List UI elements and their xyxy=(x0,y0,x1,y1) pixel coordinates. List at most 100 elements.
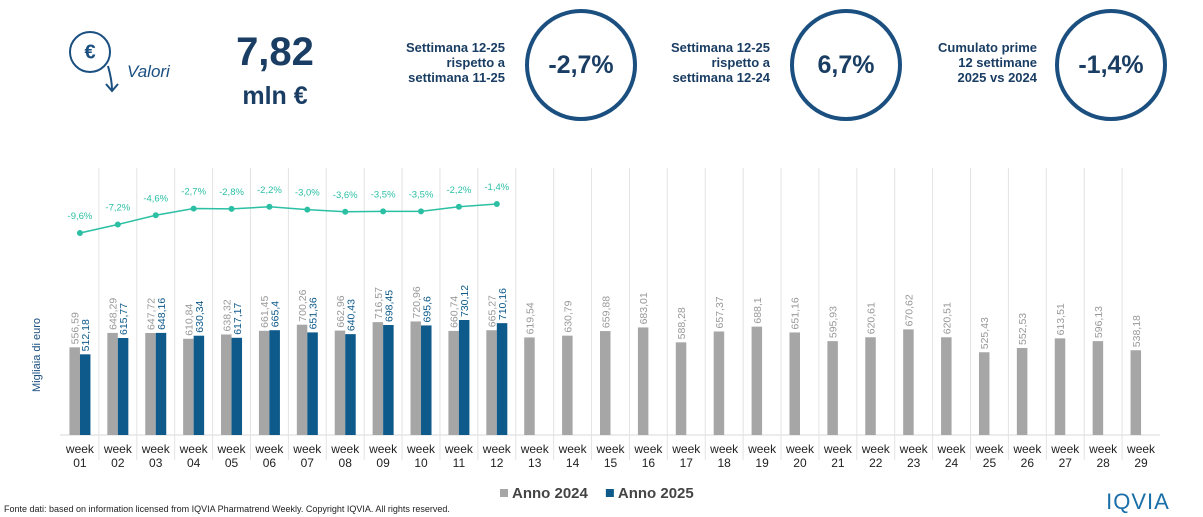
data-label: 661,45 xyxy=(259,296,271,328)
total-unit: mln € xyxy=(242,82,307,110)
x-tick-label: week 14 xyxy=(558,442,587,470)
bar xyxy=(1016,347,1028,435)
data-label: 647,72 xyxy=(145,298,157,330)
data-label: 640,43 xyxy=(345,299,357,331)
legend-swatch xyxy=(500,489,508,497)
data-label: 683,01 xyxy=(638,292,650,324)
bar xyxy=(865,337,876,435)
x-tick-label: week 23 xyxy=(899,442,928,470)
data-label: -3,6% xyxy=(333,190,358,201)
bar xyxy=(978,352,990,435)
data-label: 730,12 xyxy=(459,285,471,317)
data-label: -3,0% xyxy=(295,188,320,199)
x-tick-label: week 21 xyxy=(823,442,852,470)
x-tick-label: week 16 xyxy=(634,442,663,470)
x-tick-label: week 10 xyxy=(407,442,436,470)
bar xyxy=(496,323,508,435)
data-label: 670,62 xyxy=(903,294,915,326)
data-label: -9,6% xyxy=(68,211,93,222)
bar xyxy=(562,335,573,435)
bar xyxy=(307,332,318,435)
bar xyxy=(600,331,611,435)
kpi-line: settimana 11-25 xyxy=(408,70,505,85)
total-value: 7,82 xyxy=(236,30,314,74)
legend-label: Anno 2025 xyxy=(618,485,694,502)
point xyxy=(152,212,159,219)
line xyxy=(79,203,497,234)
x-tick-label: week 22 xyxy=(861,442,890,470)
bar xyxy=(372,322,384,435)
kpi-line: Settimana 12-25 xyxy=(406,40,505,55)
x-tick-label: week 08 xyxy=(331,442,360,470)
bar xyxy=(258,330,270,435)
data-label: 688,1 xyxy=(752,297,764,323)
bar xyxy=(183,338,194,435)
data-label: -4,6% xyxy=(143,193,168,204)
data-label: 630,34 xyxy=(194,300,206,332)
bar xyxy=(345,334,356,435)
data-label: 595,93 xyxy=(828,306,840,338)
x-tick-label: week 09 xyxy=(369,442,398,470)
bar xyxy=(269,330,280,435)
data-label: 665,27 xyxy=(487,295,499,327)
bar xyxy=(79,354,91,435)
bar xyxy=(421,325,432,435)
logo: IQVIA xyxy=(1106,489,1170,514)
x-tick-label: week 02 xyxy=(103,442,132,470)
kpi-line: rispetto a xyxy=(446,55,505,70)
bar xyxy=(221,334,232,435)
data-label: 630,79 xyxy=(562,300,574,332)
kpi-text: Settimana 12-25 rispetto a settimana 12-24 xyxy=(645,40,770,85)
x-tick-label: week 28 xyxy=(1089,442,1118,470)
kpi-text: Cumulato prime 12 settimane 2025 vs 2024 xyxy=(912,40,1037,85)
data-label: -3,5% xyxy=(409,189,434,200)
data-label: 620,61 xyxy=(866,302,878,334)
bar xyxy=(486,330,497,435)
bar xyxy=(296,324,308,435)
bar xyxy=(1092,341,1104,435)
data-label: 538,18 xyxy=(1131,315,1143,347)
bar xyxy=(827,341,838,435)
bar xyxy=(231,337,243,435)
x-tick-label: week 19 xyxy=(748,442,777,470)
kpi-circle: 6,7% xyxy=(790,9,902,121)
bar xyxy=(410,321,422,435)
y-axis-label: Migliaia di euro xyxy=(31,318,43,392)
data-label: -7,2% xyxy=(105,203,130,214)
kpi-text: Settimana 12-25 rispetto a settimana 11-25 xyxy=(380,40,505,85)
x-tick-label: week 17 xyxy=(672,442,701,470)
point xyxy=(493,200,500,207)
data-label: 617,17 xyxy=(232,303,244,335)
data-label: 720,96 xyxy=(411,286,423,318)
x-tick-label: week 26 xyxy=(1013,442,1042,470)
bar xyxy=(903,329,914,435)
data-label: 512,18 xyxy=(80,319,92,351)
bar xyxy=(637,327,649,435)
data-label: 525,43 xyxy=(979,317,991,349)
point xyxy=(228,205,235,212)
data-label: -1,4% xyxy=(484,182,509,193)
point xyxy=(304,206,311,213)
data-label: 620,51 xyxy=(941,302,953,334)
bar xyxy=(1130,350,1142,435)
icon-symbol: € xyxy=(84,41,95,63)
icon-arrow xyxy=(105,65,119,93)
legend-label: Anno 2024 xyxy=(512,485,589,502)
data-label: 619,54 xyxy=(524,302,536,334)
data-label: 651,36 xyxy=(308,297,320,329)
point xyxy=(380,208,387,215)
data-label: 700,26 xyxy=(297,289,309,321)
bar xyxy=(383,324,394,435)
x-tick-label: week 13 xyxy=(520,442,549,470)
data-label: -2,2% xyxy=(446,185,471,196)
data-label: 657,37 xyxy=(714,296,726,328)
bar xyxy=(69,347,80,435)
data-label: 638,32 xyxy=(221,299,233,331)
data-label: 588,28 xyxy=(676,307,688,339)
bar xyxy=(448,330,459,435)
bar xyxy=(155,332,167,435)
kpi-line: settimana 12-24 xyxy=(672,70,770,85)
kpi-circle: -2,7% xyxy=(525,9,637,121)
data-label: -2,2% xyxy=(257,185,282,196)
